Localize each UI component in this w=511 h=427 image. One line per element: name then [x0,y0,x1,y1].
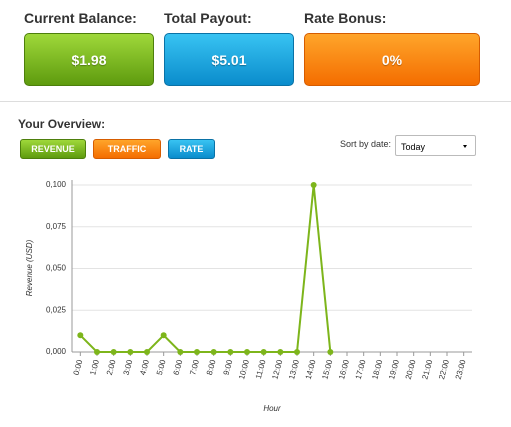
x-tick-label: 10:00 [237,358,251,380]
x-tick-label: 21:00 [420,358,434,380]
x-tick-label: 11:00 [254,358,268,380]
data-point [310,182,317,188]
tab-button[interactable]: TRAFFIC [93,139,161,159]
x-tick-label: 17:00 [354,358,368,380]
x-tick-label: 19:00 [387,358,401,380]
x-tick-label: 3:00 [122,358,135,376]
payout-card: $5.01 [164,33,294,86]
divider [0,101,511,102]
data-point [277,349,284,355]
x-tick-label: 0:00 [72,358,85,376]
y-axis-label: Revenue (USD) [25,239,34,296]
sort-select[interactable]: Today [395,135,476,156]
x-tick-label: 16:00 [337,358,351,380]
tab-button[interactable]: RATE [168,139,215,159]
x-tick-label: 5:00 [155,358,168,376]
x-tick-label: 18:00 [370,358,384,380]
x-tick-label: 8:00 [205,358,218,376]
data-point [294,349,300,355]
x-tick-label: 23:00 [454,358,468,380]
overview-title: Your Overview: [18,117,106,131]
x-tick-label: 22:00 [437,358,451,380]
x-tick-label: 12:00 [270,358,284,380]
sort-label: Sort by date: [340,139,392,149]
select-arrow [463,145,467,148]
data-point [110,349,117,355]
x-tick-label: 1:00 [88,358,101,376]
x-tick-label: 2:00 [105,358,118,376]
y-tick-label: 0,025 [46,305,67,314]
x-tick-label: 6:00 [172,358,185,376]
x-tick-label: 20:00 [404,358,418,380]
data-point [160,332,167,339]
x-tick-label: 15:00 [320,358,334,380]
x-tick-label: 13:00 [287,358,301,380]
y-tick-label: 0,100 [46,180,67,189]
data-point [327,349,334,355]
card-label: Rate Bonus: [304,10,387,26]
data-point [177,349,184,355]
select-value: Today [401,142,426,152]
x-tick-label: 4:00 [138,358,151,376]
y-tick-label: 0,000 [46,347,67,356]
x-tick-label: 14:00 [304,358,318,380]
data-point [260,349,267,355]
x-tick-label: 7:00 [188,358,201,376]
card-label: Total Payout: [164,10,252,26]
series-line [79,184,332,353]
data-point [77,332,84,339]
data-point [227,349,234,355]
balance-card: $1.98 [24,33,154,86]
data-point [244,349,250,355]
data-point [94,349,100,355]
x-axis-label: Hour [263,404,281,413]
x-tick-label: 9:00 [222,358,235,376]
bonus-card: 0% [304,33,480,86]
y-tick-label: 0,075 [46,222,67,231]
data-point [194,349,200,355]
data-point [210,349,217,355]
tab-button[interactable]: REVENUE [20,139,86,159]
y-tick-label: 0,050 [46,264,67,273]
card-label: Current Balance: [24,10,137,26]
data-point [144,349,150,355]
data-point [127,349,134,355]
